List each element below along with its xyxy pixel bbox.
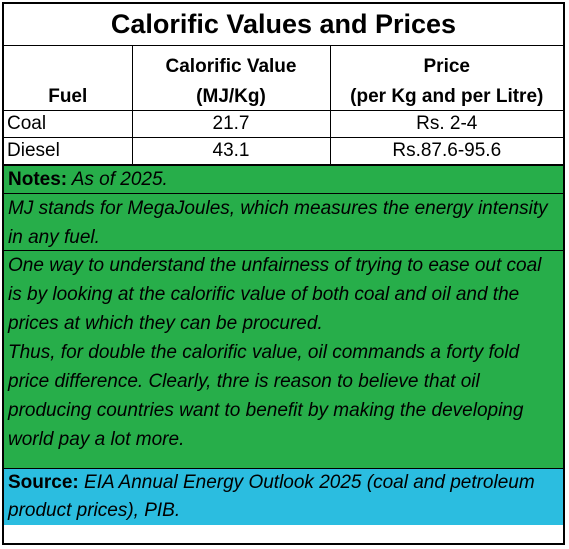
notes-label: Notes: xyxy=(8,169,68,190)
price-cell: Rs.87.6-95.6 xyxy=(329,137,563,165)
header-price: Price (per Kg and per Litre) xyxy=(329,46,563,111)
notes-text: As of 2025. xyxy=(71,169,168,190)
header-fuel: Fuel xyxy=(4,46,133,111)
calorific-cell: 21.7 xyxy=(131,110,331,138)
explanation-paragraph-2: Thus, for double the calorific value, oi… xyxy=(8,342,524,450)
source-label: Source: xyxy=(8,472,79,493)
notes-block: Notes: As of 2025. xyxy=(4,165,563,193)
page-title: Calorific Values and Prices xyxy=(4,4,563,46)
header-price-line1: Price xyxy=(423,56,470,77)
table-row: Coal 21.7 Rs. 2-4 xyxy=(4,110,563,138)
fuel-table: Fuel Calorific Value (MJ/Kg) Price (per … xyxy=(4,46,563,165)
fuel-cell: Coal xyxy=(4,110,133,138)
header-calorific-line2: (MJ/Kg) xyxy=(196,86,266,107)
calorific-cell: 43.1 xyxy=(131,137,331,165)
calorific-values-sheet: Calorific Values and Prices Fuel Calorif… xyxy=(2,2,565,545)
source-text: EIA Annual Energy Outlook 2025 (coal and… xyxy=(8,472,535,521)
header-calorific-line1: Calorific Value xyxy=(165,56,297,77)
table-header-row: Fuel Calorific Value (MJ/Kg) Price (per … xyxy=(4,46,563,111)
header-price-line2: (per Kg and per Litre) xyxy=(350,86,544,107)
explanation-block: One way to understand the unfairness of … xyxy=(4,250,563,468)
header-calorific-value: Calorific Value (MJ/Kg) xyxy=(131,46,331,111)
fuel-cell: Diesel xyxy=(4,137,133,165)
mj-definition: MJ stands for MegaJoules, which measures… xyxy=(4,193,563,250)
explanation-paragraph-1: One way to understand the unfairness of … xyxy=(8,255,542,334)
source-block: Source: EIA Annual Energy Outlook 2025 (… xyxy=(4,468,563,525)
table-row: Diesel 43.1 Rs.87.6-95.6 xyxy=(4,137,563,165)
price-cell: Rs. 2-4 xyxy=(329,110,563,138)
